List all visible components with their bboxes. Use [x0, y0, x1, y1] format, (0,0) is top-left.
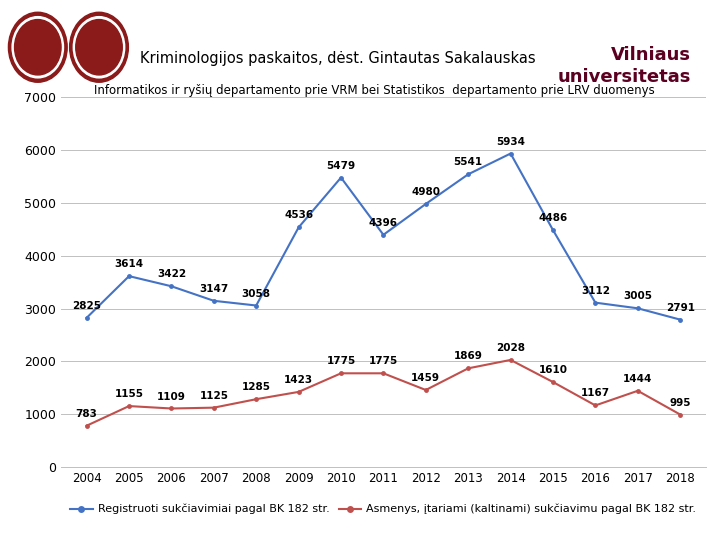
- Text: 2825: 2825: [72, 301, 101, 311]
- Text: 1167: 1167: [581, 388, 610, 399]
- Circle shape: [12, 17, 63, 78]
- Text: 3614: 3614: [114, 259, 143, 269]
- Circle shape: [73, 17, 125, 78]
- Text: 1775: 1775: [326, 356, 356, 366]
- Text: 1775: 1775: [369, 356, 398, 366]
- Circle shape: [9, 12, 67, 82]
- Legend: Registruoti sukčiavimiai pagal BK 182 str., Asmenys, įtariami (kaltinami) sukčia: Registruoti sukčiavimiai pagal BK 182 st…: [66, 500, 701, 519]
- Text: 995: 995: [670, 397, 691, 408]
- Text: 1610: 1610: [539, 365, 567, 375]
- Circle shape: [14, 19, 61, 75]
- Text: Vilniaus: Vilniaus: [611, 46, 691, 64]
- Text: 4486: 4486: [539, 213, 567, 223]
- Text: 2028: 2028: [496, 343, 525, 353]
- Circle shape: [70, 12, 128, 82]
- Text: 3058: 3058: [242, 288, 271, 299]
- Text: universitetas: universitetas: [558, 68, 691, 85]
- Text: 1125: 1125: [199, 391, 228, 401]
- Text: 1423: 1423: [284, 375, 313, 385]
- Text: 1459: 1459: [411, 373, 441, 383]
- Text: 3422: 3422: [157, 269, 186, 279]
- Text: 4536: 4536: [284, 211, 313, 220]
- Text: Informatikos ir ryšių departamento prie VRM bei Statistikos  departamento prie L: Informatikos ir ryšių departamento prie …: [94, 84, 654, 97]
- Text: 1155: 1155: [114, 389, 143, 399]
- Text: 3112: 3112: [581, 286, 610, 296]
- Text: 5541: 5541: [454, 157, 482, 167]
- Text: 1285: 1285: [242, 382, 271, 392]
- Text: 5934: 5934: [496, 137, 525, 146]
- Text: 4980: 4980: [411, 187, 441, 197]
- Text: 1444: 1444: [623, 374, 652, 384]
- Text: 5479: 5479: [326, 160, 356, 171]
- Text: 2791: 2791: [666, 303, 695, 313]
- Text: 1109: 1109: [157, 392, 186, 402]
- Text: 3005: 3005: [624, 292, 652, 301]
- Circle shape: [76, 19, 122, 75]
- Text: 4396: 4396: [369, 218, 398, 228]
- Text: Kriminologijos paskaitos, dėst. Gintautas Sakalauskas: Kriminologijos paskaitos, dėst. Gintauta…: [140, 51, 536, 66]
- Text: 783: 783: [76, 409, 98, 419]
- Text: 3147: 3147: [199, 284, 228, 294]
- Text: 1869: 1869: [454, 352, 482, 361]
